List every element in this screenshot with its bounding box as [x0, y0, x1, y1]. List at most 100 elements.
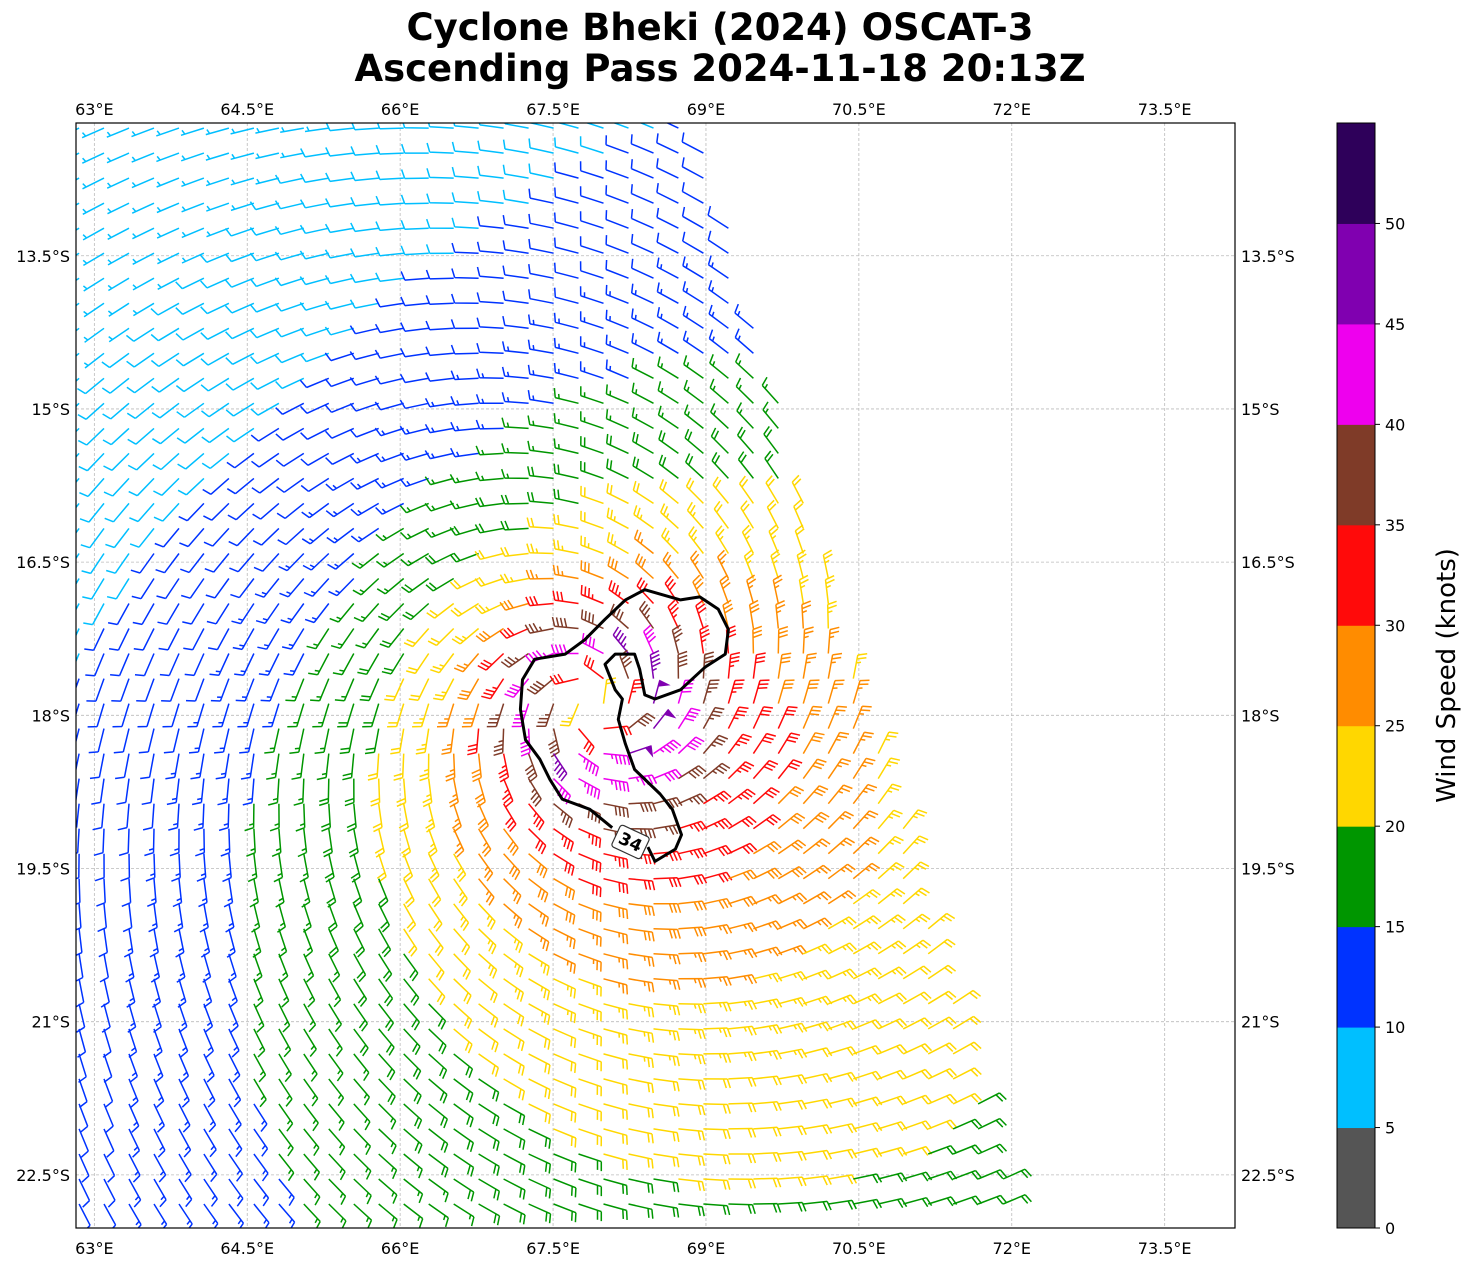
wind-barb: [107, 277, 130, 292]
wind-barb: [501, 341, 529, 355]
wind-barb: [181, 177, 205, 188]
wind-barb: [253, 1153, 269, 1182]
wind-barb: [403, 953, 419, 982]
wind-barb: [372, 803, 383, 833]
wind-barb: [76, 527, 80, 535]
wind-barb: [327, 903, 338, 933]
wind-barb: [740, 500, 755, 529]
wind-barb: [878, 1172, 908, 1183]
wind-barb: [605, 160, 629, 179]
wind-barb: [503, 1053, 525, 1076]
wind-barb: [528, 903, 550, 927]
wind-barb: [153, 1178, 167, 1208]
wind-barb: [703, 1153, 731, 1165]
wind-barb: [707, 230, 729, 254]
wind-barb-flag: [644, 745, 654, 758]
wind-barb: [178, 1078, 190, 1108]
wind-barb: [352, 577, 380, 596]
wind-barb: [450, 396, 479, 406]
colorbar-bin: [1337, 1027, 1375, 1129]
wind-barb: [303, 928, 314, 958]
wind-barb: [628, 1203, 654, 1219]
wind-barb: [274, 174, 304, 184]
wind-barb: [903, 1196, 933, 1208]
wind-barb: [180, 578, 205, 599]
wind-barb: [603, 1053, 629, 1070]
wind-barb: [852, 705, 872, 729]
wind-barb: [753, 972, 783, 983]
wind-barb: [471, 753, 482, 783]
wind-barb: [502, 240, 529, 254]
wind-barb: [321, 803, 332, 832]
wind-barb: [235, 678, 255, 702]
wind-barb: [585, 123, 604, 129]
wind-barb: [728, 1051, 757, 1062]
wind-barb: [76, 778, 80, 803]
wind-barb: [101, 377, 130, 394]
wind-barb: [671, 624, 683, 654]
wind-barb: [768, 524, 779, 554]
wind-barb: [428, 903, 443, 932]
wind-barb: [149, 928, 159, 958]
wind-barb: [158, 628, 180, 651]
wind-barb: [76, 753, 80, 773]
wind-barb: [278, 1153, 295, 1182]
lat-tick-label-right: 22.5°S: [1241, 1166, 1295, 1185]
wind-barb: [374, 323, 404, 334]
wind-barb: [703, 844, 733, 857]
wind-barb: [753, 920, 783, 931]
wind-barb: [177, 477, 205, 496]
wind-barb: [249, 327, 280, 339]
wind-barb: [474, 778, 486, 808]
wind-barb: [303, 1128, 320, 1157]
wind-barb: [200, 277, 230, 289]
wind-barb: [952, 1041, 982, 1055]
wind-barb: [753, 1151, 782, 1162]
wind-barb: [379, 628, 405, 649]
wind-barb: [76, 853, 80, 880]
wind-barb: [474, 602, 504, 615]
wind-barb: [220, 828, 231, 857]
wind-barb: [603, 1153, 628, 1170]
wind-barb: [927, 1144, 958, 1155]
wind-barb: [449, 525, 479, 536]
wind-barb: [324, 300, 354, 310]
wind-barb: [478, 1028, 499, 1053]
wind-barb: [653, 739, 682, 755]
wind-barb: [203, 1153, 218, 1183]
wind-barb: [580, 560, 604, 580]
wind-barb: [199, 903, 209, 933]
lat-tick-label-right: 18°S: [1241, 706, 1280, 725]
wind-barb: [827, 916, 857, 930]
wind-barb: [500, 468, 529, 480]
wind-barb: [478, 1003, 499, 1028]
lon-tick-label-bottom: 70.5°E: [832, 1239, 886, 1258]
wind-barb: [628, 1128, 654, 1144]
wind-barb: [101, 352, 130, 369]
wind-barb: [176, 427, 205, 444]
wind-barb: [603, 1103, 628, 1120]
wind-barb: [631, 357, 654, 379]
wind-barb: [132, 277, 155, 291]
wind-barb: [77, 427, 105, 446]
wind-barb: [328, 953, 341, 983]
wind-barb: [499, 627, 529, 639]
wind-barb: [553, 539, 579, 555]
wind-barb: [556, 123, 579, 129]
wind-barb: [801, 600, 812, 629]
wind-barb: [658, 430, 679, 455]
wind-barb: [280, 127, 304, 134]
wind-barb: [449, 577, 479, 590]
wind-barb: [852, 731, 874, 754]
wind-barb: [274, 251, 305, 261]
wind-barb: [715, 525, 730, 554]
wind-barb: [827, 784, 853, 805]
wind-barb: [802, 679, 820, 704]
wind-barb: [977, 1092, 1007, 1105]
wind-barb: [577, 728, 595, 756]
wind-barb: [400, 245, 429, 256]
wind-barb: [180, 553, 205, 574]
wind-barb: [778, 1074, 808, 1085]
wind-barb: [752, 706, 773, 729]
